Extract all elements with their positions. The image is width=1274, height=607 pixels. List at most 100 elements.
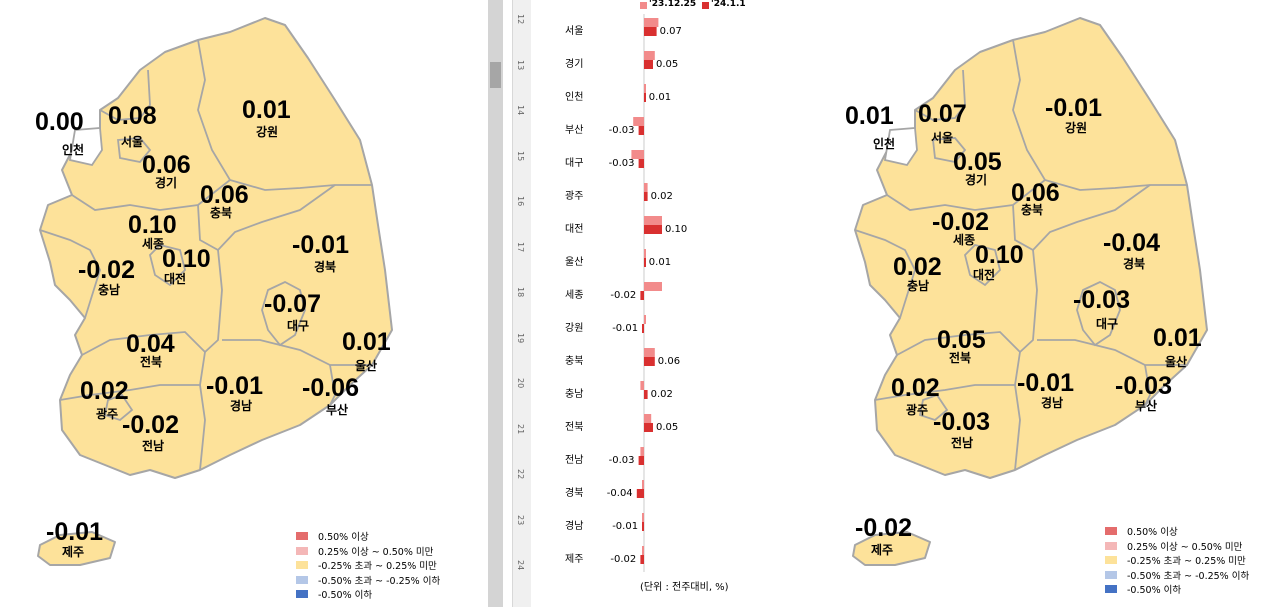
bar-curr — [640, 555, 644, 564]
legend-item: -0.50% 초과 ~ -0.25% 이하 — [1105, 568, 1249, 583]
category-label: 광주 — [565, 191, 584, 202]
legend-item: -0.25% 초과 ~ 0.25% 미만 — [1105, 553, 1249, 568]
bar-prev — [640, 381, 644, 390]
bar-prev — [644, 216, 662, 225]
scrollbar[interactable] — [488, 0, 503, 607]
legend-right: 0.50% 이상 0.25% 이상 ~ 0.50% 미만 -0.25% 초과 ~ 0… — [1105, 524, 1249, 597]
region-name-daegu: 대구 — [1096, 317, 1119, 331]
bar-value-label: 0.02 — [650, 389, 673, 400]
series-legend-swatch — [640, 2, 647, 9]
bar-prev — [644, 282, 662, 291]
region-name-gangwon: 강원 — [256, 125, 279, 139]
scrollbar-thumb[interactable] — [490, 62, 501, 88]
legend-label: -0.50% 이하 — [1127, 585, 1182, 597]
region-name-incheon: 인천 — [873, 137, 896, 151]
bar-value-label: -0.01 — [612, 323, 639, 334]
bar-prev — [642, 480, 644, 489]
legend-label: -0.50% 이하 — [318, 590, 373, 602]
legend-item: -0.50% 이하 — [296, 587, 440, 602]
region-value-incheon: 0.01 — [845, 102, 894, 130]
bar-value-label: 0.01 — [648, 257, 672, 268]
chart-footnote: (단위 : 전주대비, %) — [640, 582, 729, 593]
region-name-seoul: 서울 — [931, 131, 954, 145]
right-map — [815, 0, 1274, 607]
vertical-ruler: 12 13 14 15 16 17 18 19 20 21 22 23 24 — [512, 0, 531, 607]
bar-curr — [644, 390, 648, 399]
legend-swatch — [1105, 556, 1117, 565]
bar-curr — [638, 126, 644, 135]
region-name-chungbuk: 충북 — [210, 206, 233, 220]
legend-label: 0.50% 이상 — [1127, 527, 1178, 539]
legend-item: 0.25% 이상 ~ 0.50% 미만 — [296, 544, 440, 559]
bar-curr — [642, 324, 644, 333]
legend-swatch — [296, 546, 308, 555]
bar-prev — [633, 117, 644, 126]
legend-label: -0.25% 초과 ~ 0.25% 미만 — [1127, 556, 1246, 568]
bar-value-label: -0.04 — [606, 488, 633, 499]
legend-label: -0.25% 초과 ~ 0.25% 미만 — [318, 561, 437, 573]
region-name-gwangju: 광주 — [906, 403, 929, 417]
region-name-ulsan: 울산 — [355, 359, 378, 373]
region-value-ulsan: 0.01 — [342, 328, 391, 356]
region-value-chungbuk: 0.06 — [1011, 179, 1060, 207]
bar-value-label: 0.10 — [665, 224, 688, 235]
legend-label: 0.25% 이상 ~ 0.50% 미만 — [318, 546, 434, 558]
region-name-chungbuk: 충북 — [1021, 203, 1044, 217]
region-name-gyeonggi: 경기 — [965, 173, 988, 187]
bar-value-label: 0.05 — [656, 59, 679, 70]
legend-swatch — [1105, 527, 1117, 536]
region-value-gyeonggi: 0.06 — [142, 151, 191, 179]
series-legend-label: '23.12.25 — [649, 0, 697, 9]
region-value-daegu: -0.07 — [264, 290, 321, 318]
region-name-chungnam: 충남 — [98, 283, 121, 297]
region-value-gyeongnam: -0.01 — [206, 372, 263, 400]
region-name-gwangju: 광주 — [96, 407, 119, 421]
region-name-jeonbuk: 전북 — [140, 355, 163, 369]
bar-value-label: 0.07 — [659, 26, 682, 37]
bar-prev — [644, 414, 652, 423]
bar-prev — [644, 84, 646, 93]
region-name-jeju: 제주 — [62, 545, 85, 559]
region-name-jeju: 제주 — [871, 543, 894, 557]
region-name-ulsan: 울산 — [1165, 355, 1188, 369]
region-value-gyeonggi: 0.05 — [953, 148, 1002, 176]
region-name-incheon: 인천 — [62, 143, 85, 157]
category-label: 인천 — [565, 92, 584, 103]
region-value-jeju: -0.02 — [855, 514, 912, 542]
region-name-busan: 부산 — [1135, 399, 1158, 413]
region-value-gyeongbuk: -0.04 — [1103, 229, 1160, 257]
region-name-chungnam: 충남 — [907, 279, 930, 293]
region-value-jeju: -0.01 — [46, 518, 103, 546]
region-name-daegu: 대구 — [287, 319, 310, 333]
region-name-busan: 부산 — [326, 403, 349, 417]
bar-value-label: -0.03 — [608, 125, 635, 136]
bar-prev — [644, 315, 646, 324]
region-value-daegu: -0.03 — [1073, 286, 1130, 314]
series-legend-swatch — [702, 2, 709, 9]
region-name-jeonbuk: 전북 — [949, 351, 972, 365]
region-value-chungnam: 0.02 — [893, 253, 942, 281]
legend-swatch — [296, 561, 308, 570]
bar-value-label: 0.01 — [648, 92, 672, 103]
bar-curr — [638, 159, 644, 168]
region-name-sejong: 세종 — [953, 233, 976, 247]
left-map-shape — [37, 17, 393, 566]
category-label: 부산 — [565, 125, 584, 136]
legend-swatch — [1105, 541, 1117, 550]
legend-left: 0.50% 이상 0.25% 이상 ~ 0.50% 미만 -0.25% 초과 ~ 0… — [296, 529, 440, 602]
series-legend-label: '24.1.1 — [711, 0, 746, 9]
category-label: 제주 — [565, 554, 584, 565]
bar-value-label: 0.02 — [650, 191, 673, 202]
category-label: 충남 — [565, 389, 584, 400]
bar-value-label: -0.02 — [610, 554, 637, 565]
bar-curr — [644, 258, 646, 267]
region-value-gangwon: 0.01 — [242, 96, 291, 124]
category-label: 전북 — [565, 422, 584, 433]
legend-label: -0.50% 초과 ~ -0.25% 이하 — [1127, 570, 1250, 582]
region-value-jeonbuk: 0.05 — [937, 326, 986, 354]
category-label: 서울 — [565, 26, 584, 37]
bar-curr — [644, 192, 648, 201]
category-label: 경북 — [565, 488, 584, 499]
bar-chart — [631, 2, 709, 572]
legend-item: -0.50% 초과 ~ -0.25% 이하 — [296, 573, 440, 588]
